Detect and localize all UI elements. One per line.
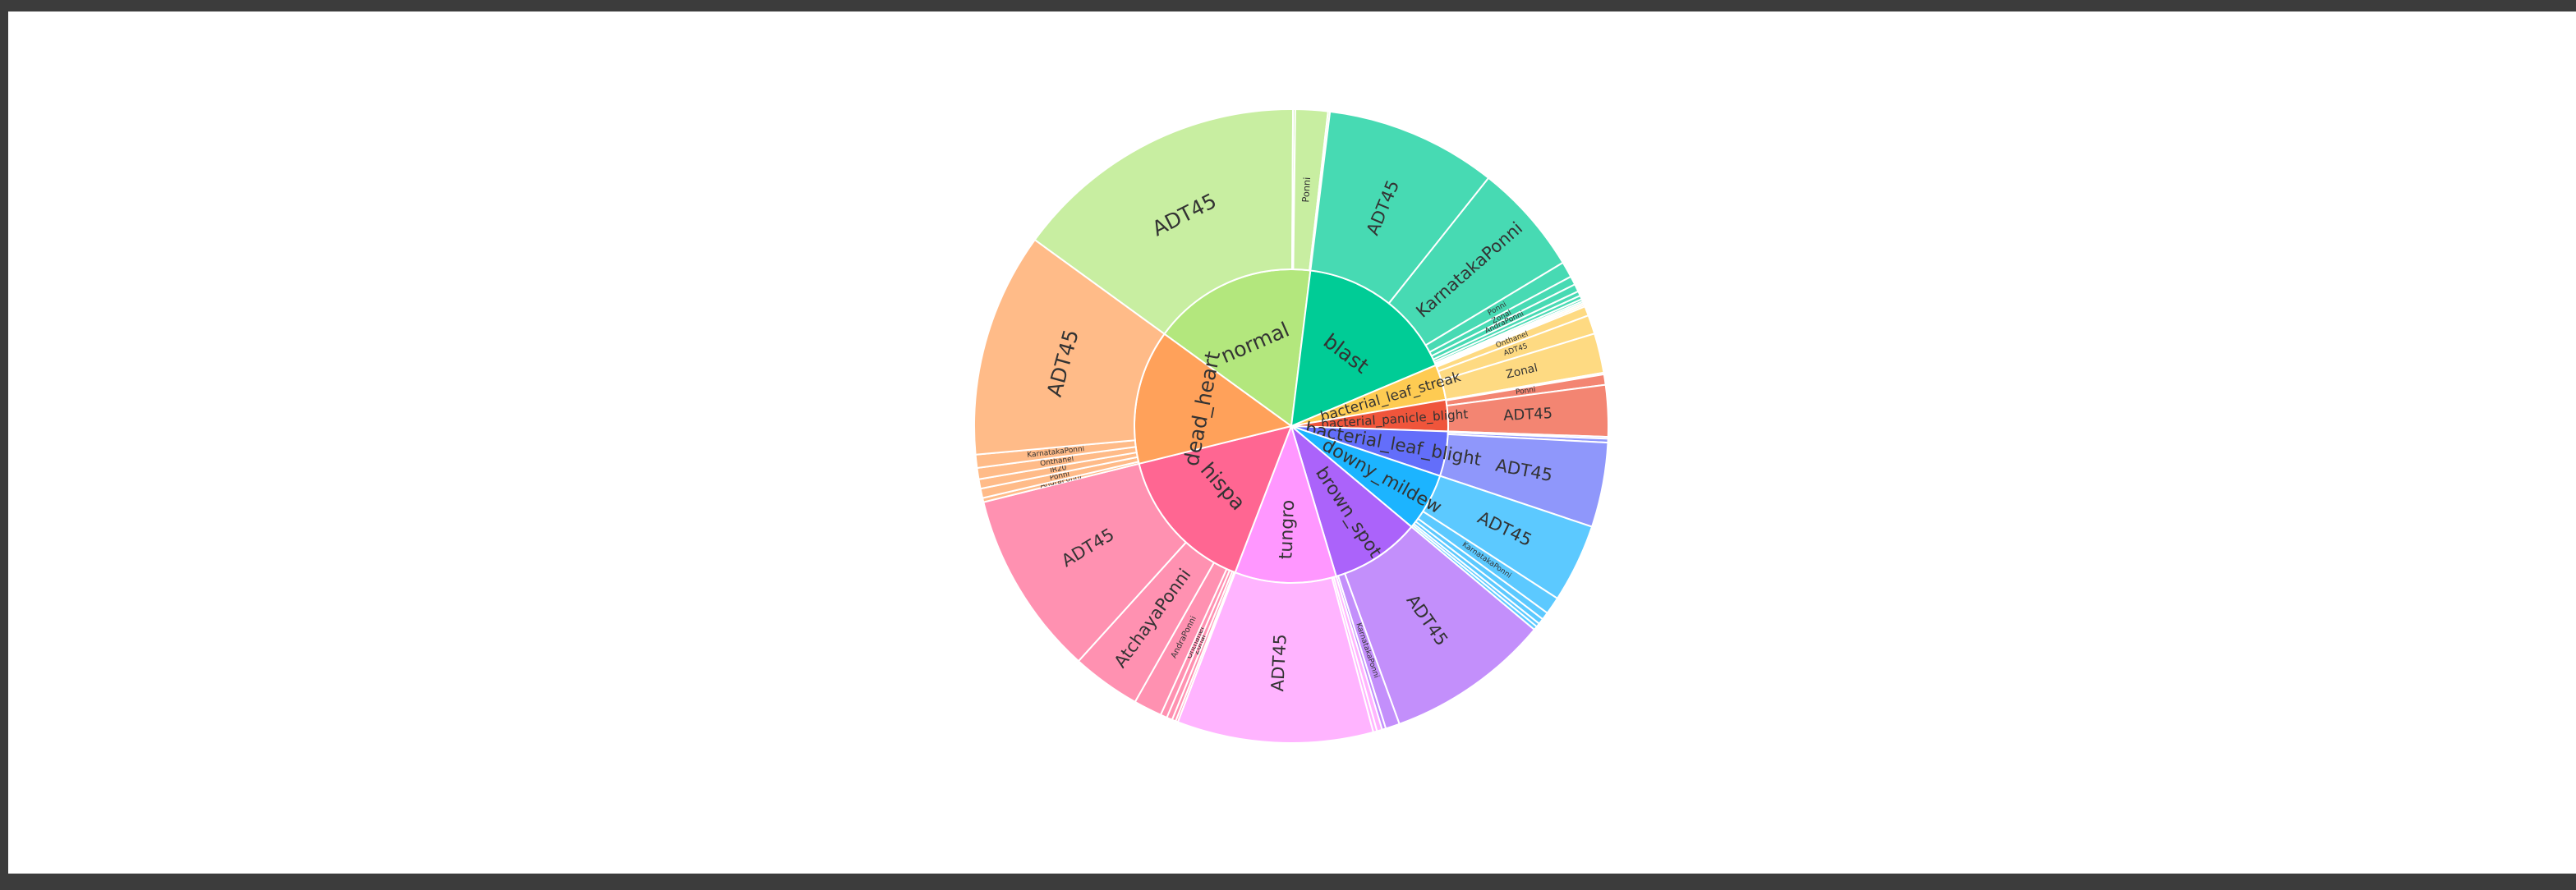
wedge-dead-heart-adt45[interactable] xyxy=(973,238,1166,456)
label-tungro-adt45: ADT45 xyxy=(1267,633,1290,691)
label-bacterial-panicle-blight-adt45: ADT45 xyxy=(1503,405,1553,424)
label-normal-ponni: Ponni xyxy=(1300,177,1313,203)
label-tungro: tungro xyxy=(1276,499,1299,559)
wedge-normal-adt45[interactable] xyxy=(1033,108,1295,336)
